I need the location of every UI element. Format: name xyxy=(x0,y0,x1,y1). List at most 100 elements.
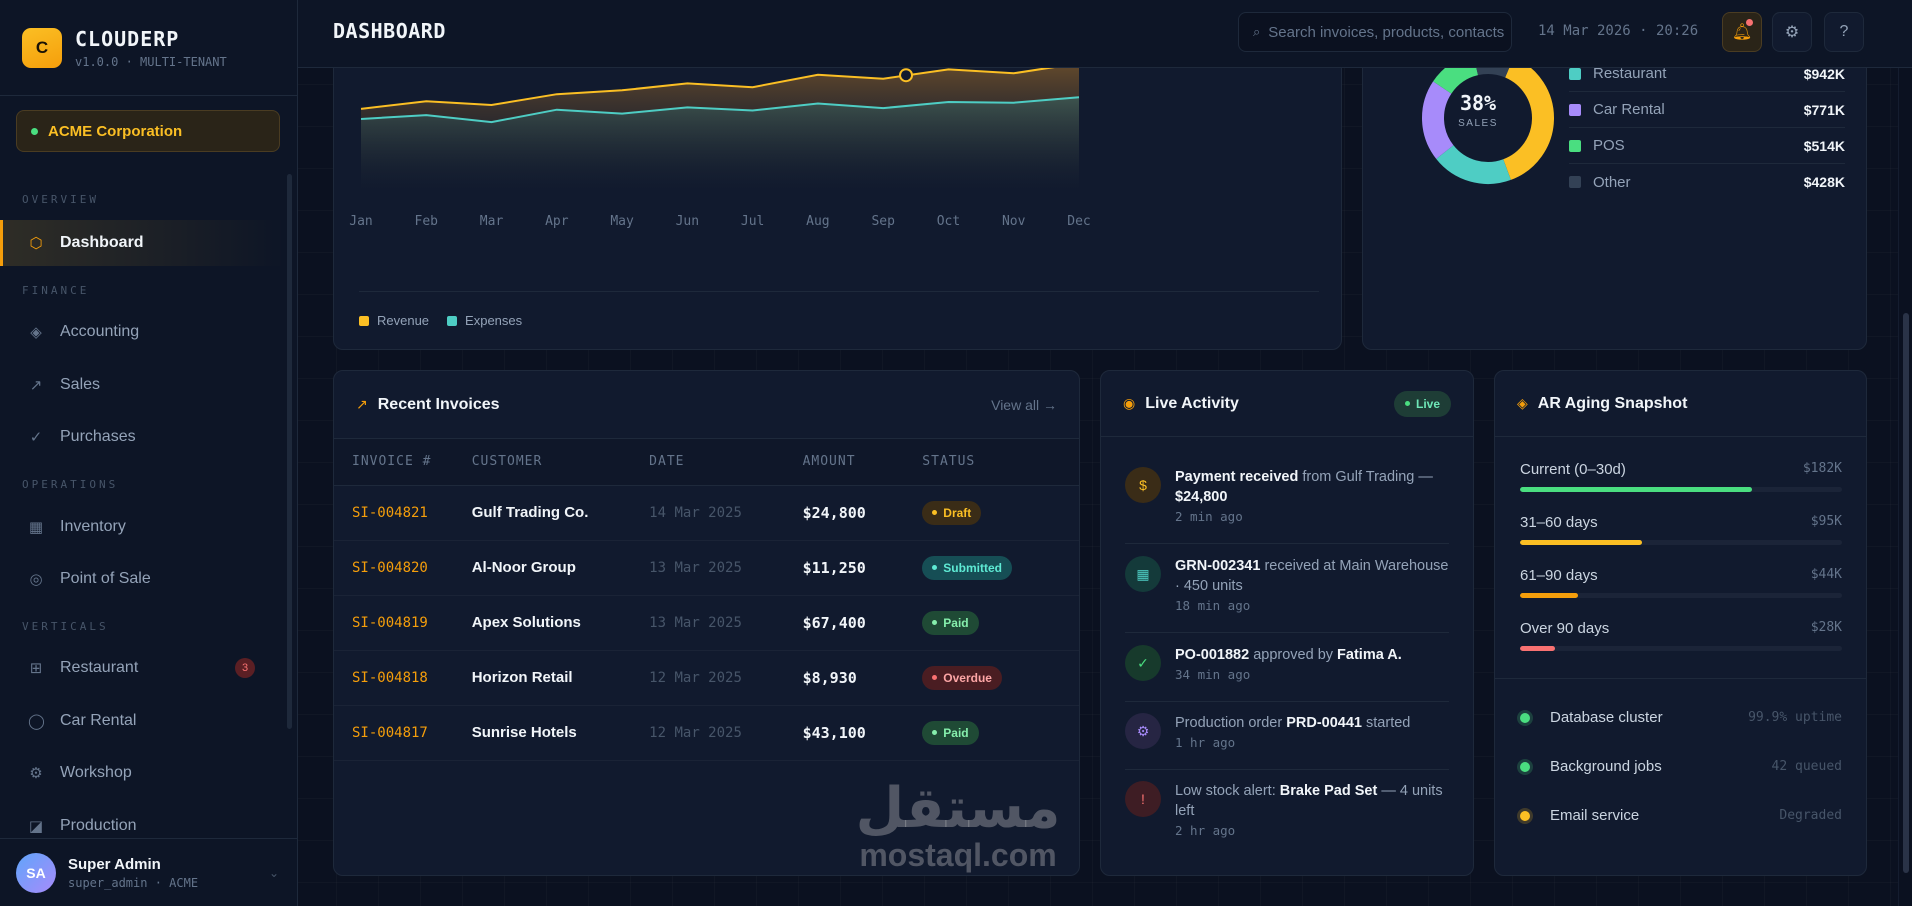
aging-progress-track xyxy=(1520,593,1842,598)
invoice-number[interactable]: SI-004819 xyxy=(334,595,472,651)
column-header[interactable]: INVOICE # xyxy=(334,439,472,486)
datetime: 14 Mar 2026 · 20:26 xyxy=(1538,23,1699,39)
customer-name: Horizon Retail xyxy=(471,650,650,706)
column-header[interactable]: AMOUNT xyxy=(802,439,923,486)
aging-bucket[interactable]: 61–90 days $44K xyxy=(1520,567,1842,598)
activity-text: GRN-002341 received at Main Warehouse · … xyxy=(1175,556,1449,614)
activity-text: Production order PRD-00441 started 1 hr a… xyxy=(1175,713,1410,751)
column-header[interactable]: DATE xyxy=(649,439,803,486)
activity-item[interactable]: ▦ GRN-002341 received at Main Warehouse ·… xyxy=(1125,556,1449,614)
invoice-number[interactable]: SI-004820 xyxy=(334,540,472,596)
status-dot xyxy=(932,510,938,515)
sidebar-item-car-rental[interactable]: ◯ Car Rental xyxy=(0,698,285,744)
donut-slice-sales[interactable] xyxy=(1502,57,1554,180)
donut-slice-restaurant[interactable] xyxy=(1436,144,1511,184)
table-row[interactable]: SI-004818 Horizon Retail 12 Mar 2025 $8,930… xyxy=(334,650,1079,706)
sidebar-item-point-of-sale[interactable]: ◎ Point of Sale xyxy=(0,556,285,602)
table-row[interactable]: SI-004820 Al-Noor Group 13 Mar 2025 $11,250… xyxy=(334,540,1079,596)
sidebar-item-workshop[interactable]: ⚙ Workshop xyxy=(0,750,285,796)
help-button[interactable]: ? xyxy=(1824,12,1864,52)
activity-item[interactable]: $ Payment received from Gulf Trading — $2… xyxy=(1125,467,1449,525)
donut-slice-car-rental[interactable] xyxy=(1422,81,1454,159)
aging-bucket-amount: $182K xyxy=(1802,461,1842,476)
sidebar-item-label: Point of Sale xyxy=(60,570,151,587)
invoice-amount: $43,100 xyxy=(802,705,923,761)
gear-icon: ⚙ xyxy=(1125,713,1161,749)
chevron-down-icon: ⌄ xyxy=(268,865,279,880)
grid-icon: ▦ xyxy=(28,519,44,536)
sidebar-scrollbar[interactable] xyxy=(287,174,292,729)
activity-item[interactable]: ! Low stock alert: Brake Pad Set — 4 unit… xyxy=(1125,781,1449,839)
table-icon: ⊞ xyxy=(29,660,43,677)
revenue-mix-row[interactable]: POS $514K xyxy=(1569,128,1845,164)
activity-fragment: Low stock alert: xyxy=(1175,783,1280,799)
arrow-up-right-icon: ↗ xyxy=(29,377,43,394)
activity-highlight: Payment received xyxy=(1175,469,1299,485)
table-row[interactable]: SI-004817 Sunrise Hotels 12 Mar 2025 $43,10… xyxy=(334,705,1079,761)
sidebar-item-sales[interactable]: ↗ Sales xyxy=(0,362,285,408)
service-status-row[interactable]: Database cluster 99.9% uptime xyxy=(1520,709,1842,726)
recent-invoices-title: Recent Invoices xyxy=(377,395,500,413)
sidebar-item-label: Inventory xyxy=(60,518,126,535)
ar-aging-card: ◈ AR Aging Snapshot Current (0–30d) $182K… xyxy=(1494,370,1867,876)
aging-bucket[interactable]: Current (0–30d) $182K xyxy=(1520,461,1842,492)
legend-swatch-revenue xyxy=(359,315,369,326)
service-status-row[interactable]: Email service Degraded xyxy=(1520,807,1842,824)
segment-name: Other xyxy=(1593,173,1631,191)
sidebar-item-production[interactable]: ◪ Production xyxy=(0,803,285,849)
sidebar-item-label: Accounting xyxy=(60,323,140,340)
revenue-mix-row[interactable]: Other $428K xyxy=(1569,164,1845,200)
watermark: مستقل mostaql.com xyxy=(838,778,1078,873)
sidebar-item-dashboard[interactable]: ⬡ Dashboard xyxy=(0,220,285,266)
sidebar-item-inventory[interactable]: ▦ Inventory xyxy=(0,504,285,550)
x-tick-label: Feb xyxy=(415,214,439,229)
area-fill-expenses xyxy=(361,97,1079,191)
table-row[interactable]: SI-004821 Gulf Trading Co. 14 Mar 2025 $24,… xyxy=(334,485,1079,541)
service-status-row[interactable]: Background jobs 42 queued xyxy=(1520,758,1842,775)
tenant-switcher[interactable]: ACME Corporation xyxy=(16,110,280,152)
aging-progress-fill xyxy=(1520,646,1556,651)
search-box[interactable]: ⌕ xyxy=(1238,12,1512,52)
invoice-number[interactable]: SI-004818 xyxy=(334,650,472,706)
invoice-amount: $67,400 xyxy=(802,595,923,651)
page-scrollbar[interactable] xyxy=(1898,68,1912,906)
user-name: Super Admin xyxy=(68,855,161,873)
divider xyxy=(1125,701,1449,702)
sidebar-item-accounting[interactable]: ◈ Accounting xyxy=(0,309,285,355)
column-header[interactable]: STATUS xyxy=(922,439,1079,486)
user-menu[interactable]: SA Super Admin super_admin · ACME ⌄ xyxy=(0,838,297,906)
x-tick-label: Dec xyxy=(1067,214,1090,229)
activity-time: 34 min ago xyxy=(1175,667,1251,682)
aging-bucket-label: Over 90 days xyxy=(1520,620,1610,637)
settings-button[interactable]: ⚙ xyxy=(1772,12,1812,52)
column-header[interactable]: CUSTOMER xyxy=(471,439,650,486)
ar-aging-title: AR Aging Snapshot xyxy=(1537,394,1688,412)
aging-bucket[interactable]: Over 90 days $28K xyxy=(1520,620,1842,651)
invoice-number[interactable]: SI-004817 xyxy=(334,705,472,761)
hexagon-icon: ⬡ xyxy=(29,235,43,252)
divider xyxy=(1125,769,1449,770)
sidebar-item-restaurant[interactable]: ⊞ Restaurant 3 xyxy=(0,645,285,691)
data-point-hover[interactable] xyxy=(899,68,914,83)
search-input[interactable] xyxy=(1268,23,1509,41)
page-scrollbar-thumb[interactable] xyxy=(1903,313,1909,873)
target-icon: ◎ xyxy=(29,571,43,588)
aging-bucket-header: 61–90 days $44K xyxy=(1520,567,1842,584)
legend-revenue[interactable]: Revenue xyxy=(359,313,429,328)
activity-item[interactable]: ✓ PO-001882 approved by Fatima A. 34 min a… xyxy=(1125,645,1449,683)
activity-highlight: Brake Pad Set xyxy=(1279,783,1378,799)
table-row[interactable]: SI-004819 Apex Solutions 13 Mar 2025 $67,40… xyxy=(334,595,1079,651)
legend-expenses[interactable]: Expenses xyxy=(447,313,522,328)
invoice-number[interactable]: SI-004821 xyxy=(334,485,472,541)
notifications-button[interactable]: 🔔︎ xyxy=(1722,12,1762,52)
revenue-mix-row[interactable]: Car Rental $771K xyxy=(1569,92,1845,128)
activity-item[interactable]: ⚙ Production order PRD-00441 started 1 hr … xyxy=(1125,713,1449,751)
view-all-invoices-link[interactable]: View all → xyxy=(991,396,1057,413)
aging-bucket[interactable]: 31–60 days $95K xyxy=(1520,514,1842,545)
activity-time: 2 min ago xyxy=(1175,509,1243,524)
revenue-mix-row[interactable]: Restaurant $942K xyxy=(1569,56,1845,92)
series-line-expenses[interactable] xyxy=(360,96,1080,124)
series-line-revenue[interactable] xyxy=(360,62,1080,110)
sidebar-item-purchases[interactable]: ✓ Purchases xyxy=(0,414,285,460)
x-tick-label: Sep xyxy=(871,214,895,229)
